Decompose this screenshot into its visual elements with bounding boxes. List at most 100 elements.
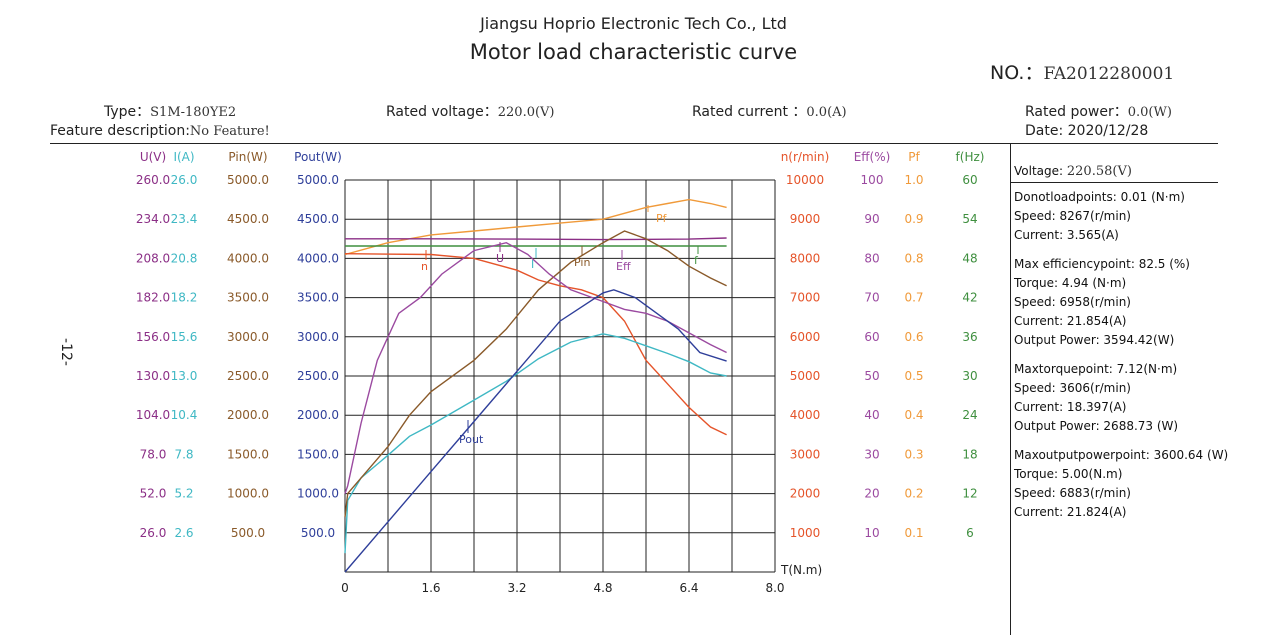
curve-label: n bbox=[421, 260, 428, 273]
left-axis-title: U(V) bbox=[140, 150, 166, 164]
right-axis-tick: 48 bbox=[962, 251, 977, 265]
info-line: Current: 21.824(A) bbox=[1014, 505, 1127, 519]
series-line-eff bbox=[344, 241, 727, 494]
left-axis-tick: 3000.0 bbox=[227, 330, 269, 344]
info-line: Maxtorquepoint: 7.12(N·m) bbox=[1014, 362, 1178, 376]
curve-label: Pf bbox=[656, 212, 668, 225]
left-axis-tick: 52.0 bbox=[140, 487, 167, 501]
info-spacer bbox=[1014, 436, 1228, 446]
report-number-value: FA2012280001 bbox=[1043, 64, 1175, 84]
right-axis-tick: 0.8 bbox=[904, 251, 923, 265]
right-axis-tick: 20 bbox=[864, 487, 879, 501]
left-axis-tick: 4000.0 bbox=[297, 251, 339, 265]
info-line: Speed: 8267(r/min) bbox=[1014, 209, 1131, 223]
left-axis-tick: 2500.0 bbox=[227, 369, 269, 383]
rated-voltage-value: 220.0(V) bbox=[497, 105, 555, 120]
date-label: Date: bbox=[1025, 123, 1064, 139]
right-axis-tick: 50 bbox=[864, 369, 879, 383]
right-axis-tick: 70 bbox=[864, 291, 879, 305]
left-axis-tick: 104.0 bbox=[136, 408, 170, 422]
right-axis-tick: 3000 bbox=[790, 447, 821, 461]
right-axis-tick: 5000 bbox=[790, 369, 821, 383]
right-axis-tick: 9000 bbox=[790, 212, 821, 226]
feature-value: No Feature! bbox=[189, 124, 270, 139]
right-axis-tick: 1000 bbox=[790, 526, 821, 540]
right-axis-tick: 7000 bbox=[790, 291, 821, 305]
x-axis-tick: 8.0 bbox=[765, 581, 784, 595]
info-line: Output Power: 3594.42(W) bbox=[1014, 333, 1175, 347]
right-axis-title: f(Hz) bbox=[956, 150, 985, 164]
right-axis-tick: 4000 bbox=[790, 408, 821, 422]
chart-grid bbox=[344, 179, 776, 573]
left-axis-tick: 4500.0 bbox=[297, 212, 339, 226]
right-axis-tick: 12 bbox=[962, 487, 977, 501]
left-axis-title: I(A) bbox=[173, 150, 194, 164]
left-axis-tick: 2.6 bbox=[174, 526, 193, 540]
right-axis-tick: 0.1 bbox=[904, 526, 923, 540]
chart-title: Motor load characteristic curve bbox=[469, 40, 798, 64]
left-axis-tick: 4500.0 bbox=[227, 212, 269, 226]
rated-power-field: Rated power：0.0(W) bbox=[1025, 101, 1172, 121]
left-axis-tick: 5.2 bbox=[174, 487, 193, 501]
curve-label: U bbox=[496, 252, 504, 265]
right-axis-tick: 40 bbox=[864, 408, 879, 422]
date-field: Date: 2020/12/28 bbox=[1025, 123, 1148, 139]
info-line: Maxoutputpowerpoint: 3600.64 (W) bbox=[1014, 448, 1229, 462]
right-axis-tick: 42 bbox=[962, 291, 977, 305]
curve-label: I bbox=[531, 258, 534, 271]
rated-current-label: Rated current ： bbox=[692, 104, 807, 120]
feature-field: Feature description:No Feature! bbox=[50, 123, 270, 139]
x-axis-tick: 0 bbox=[341, 581, 349, 595]
left-axis-tick: 7.8 bbox=[174, 447, 193, 461]
info-line: Torque: 5.00(N.m) bbox=[1014, 467, 1123, 481]
right-axis-tick: 0.9 bbox=[904, 212, 923, 226]
series-line-u bbox=[345, 237, 727, 241]
type-value: S1M-180YE2 bbox=[150, 105, 237, 120]
left-axis-tick: 1500.0 bbox=[297, 447, 339, 461]
rated-power-label: Rated power： bbox=[1025, 104, 1128, 120]
left-axis-tick: 26.0 bbox=[171, 173, 198, 187]
series-line-n bbox=[344, 253, 727, 436]
curve-label: Pout bbox=[459, 433, 484, 446]
left-axis-tick: 5000.0 bbox=[227, 173, 269, 187]
right-axis-tick: 0.2 bbox=[904, 487, 923, 501]
info-line: Speed: 6958(r/min) bbox=[1014, 295, 1131, 309]
right-axis-tick: 0.3 bbox=[904, 447, 923, 461]
x-axis-tick: 3.2 bbox=[507, 581, 526, 595]
info-line: Max efficiencypoint: 82.5 (%) bbox=[1014, 257, 1190, 271]
right-axis-tick: 60 bbox=[864, 330, 879, 344]
rated-power-value: 0.0(W) bbox=[1127, 105, 1172, 120]
right-axis-tick: 6000 bbox=[790, 330, 821, 344]
info-panel-divider bbox=[1010, 143, 1011, 635]
info-line: Output Power: 2688.73 (W) bbox=[1014, 419, 1179, 433]
left-axis-tick: 260.0 bbox=[136, 173, 170, 187]
left-axis-tick: 2500.0 bbox=[297, 369, 339, 383]
series-lines bbox=[344, 198, 727, 573]
company-name: Jiangsu Hoprio Electronic Tech Co., Ltd bbox=[480, 14, 787, 33]
left-axis-tick: 130.0 bbox=[136, 369, 170, 383]
right-axis-tick: 36 bbox=[962, 330, 977, 344]
left-axis-title: Pout(W) bbox=[294, 150, 342, 164]
series-line-pin bbox=[344, 230, 727, 518]
header-divider bbox=[50, 143, 1218, 144]
left-axis-tick: 10.4 bbox=[171, 408, 198, 422]
right-axis-tick: 6 bbox=[966, 526, 974, 540]
right-axis-tick: 8000 bbox=[790, 251, 821, 265]
right-axis-tick: 10000 bbox=[786, 173, 824, 187]
rated-current-value: 0.0(A) bbox=[806, 105, 847, 120]
rated-current-field: Rated current ：0.0(A) bbox=[692, 101, 847, 121]
right-axis-tick: 30 bbox=[864, 447, 879, 461]
rated-voltage-label: Rated voltage： bbox=[386, 104, 498, 120]
x-axis-label: T(N.m) bbox=[780, 563, 822, 577]
voltage-value: 220.58(V) bbox=[1066, 164, 1132, 179]
curve-label: Pin bbox=[574, 256, 590, 269]
left-axis-tick: 182.0 bbox=[136, 291, 170, 305]
left-axis-tick: 1500.0 bbox=[227, 447, 269, 461]
right-axis-tick: 0.6 bbox=[904, 330, 923, 344]
left-axis-tick: 13.0 bbox=[171, 369, 198, 383]
right-axis-tick: 10 bbox=[864, 526, 879, 540]
right-axis-title: Eff(%) bbox=[854, 150, 891, 164]
right-axis-tick: 90 bbox=[864, 212, 879, 226]
left-axis-tick: 15.6 bbox=[171, 330, 198, 344]
feature-label: Feature description: bbox=[50, 123, 190, 139]
